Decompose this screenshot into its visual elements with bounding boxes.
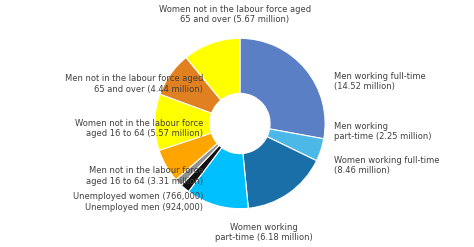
Wedge shape (186, 38, 240, 100)
Wedge shape (240, 38, 325, 139)
Wedge shape (155, 94, 212, 150)
Text: Men working
part-time (2.25 million): Men working part-time (2.25 million) (334, 122, 432, 141)
Wedge shape (160, 58, 221, 113)
Text: Unemployed men (924,000): Unemployed men (924,000) (85, 203, 203, 212)
Wedge shape (189, 147, 248, 209)
Wedge shape (243, 137, 317, 208)
Wedge shape (267, 129, 324, 161)
Text: Men not in the labour force
aged 16 to 64 (3.31 million): Men not in the labour force aged 16 to 6… (86, 166, 203, 185)
Text: Women not in the labour force aged
65 and over (5.67 million): Women not in the labour force aged 65 an… (159, 4, 311, 24)
Text: Men not in the labour force aged
65 and over (4.44 million): Men not in the labour force aged 65 and … (65, 75, 203, 94)
Wedge shape (182, 145, 222, 191)
Text: Unemployed women (766,000): Unemployed women (766,000) (73, 192, 203, 201)
Text: Men working full-time
(14.52 million): Men working full-time (14.52 million) (334, 72, 426, 91)
Wedge shape (176, 143, 219, 185)
Wedge shape (159, 133, 217, 180)
Text: Women working full-time
(8.46 million): Women working full-time (8.46 million) (334, 156, 440, 175)
Text: Women not in the labour force
aged 16 to 64 (5.57 million): Women not in the labour force aged 16 to… (75, 119, 203, 138)
Text: Women working
part-time (6.18 million): Women working part-time (6.18 million) (215, 223, 312, 243)
